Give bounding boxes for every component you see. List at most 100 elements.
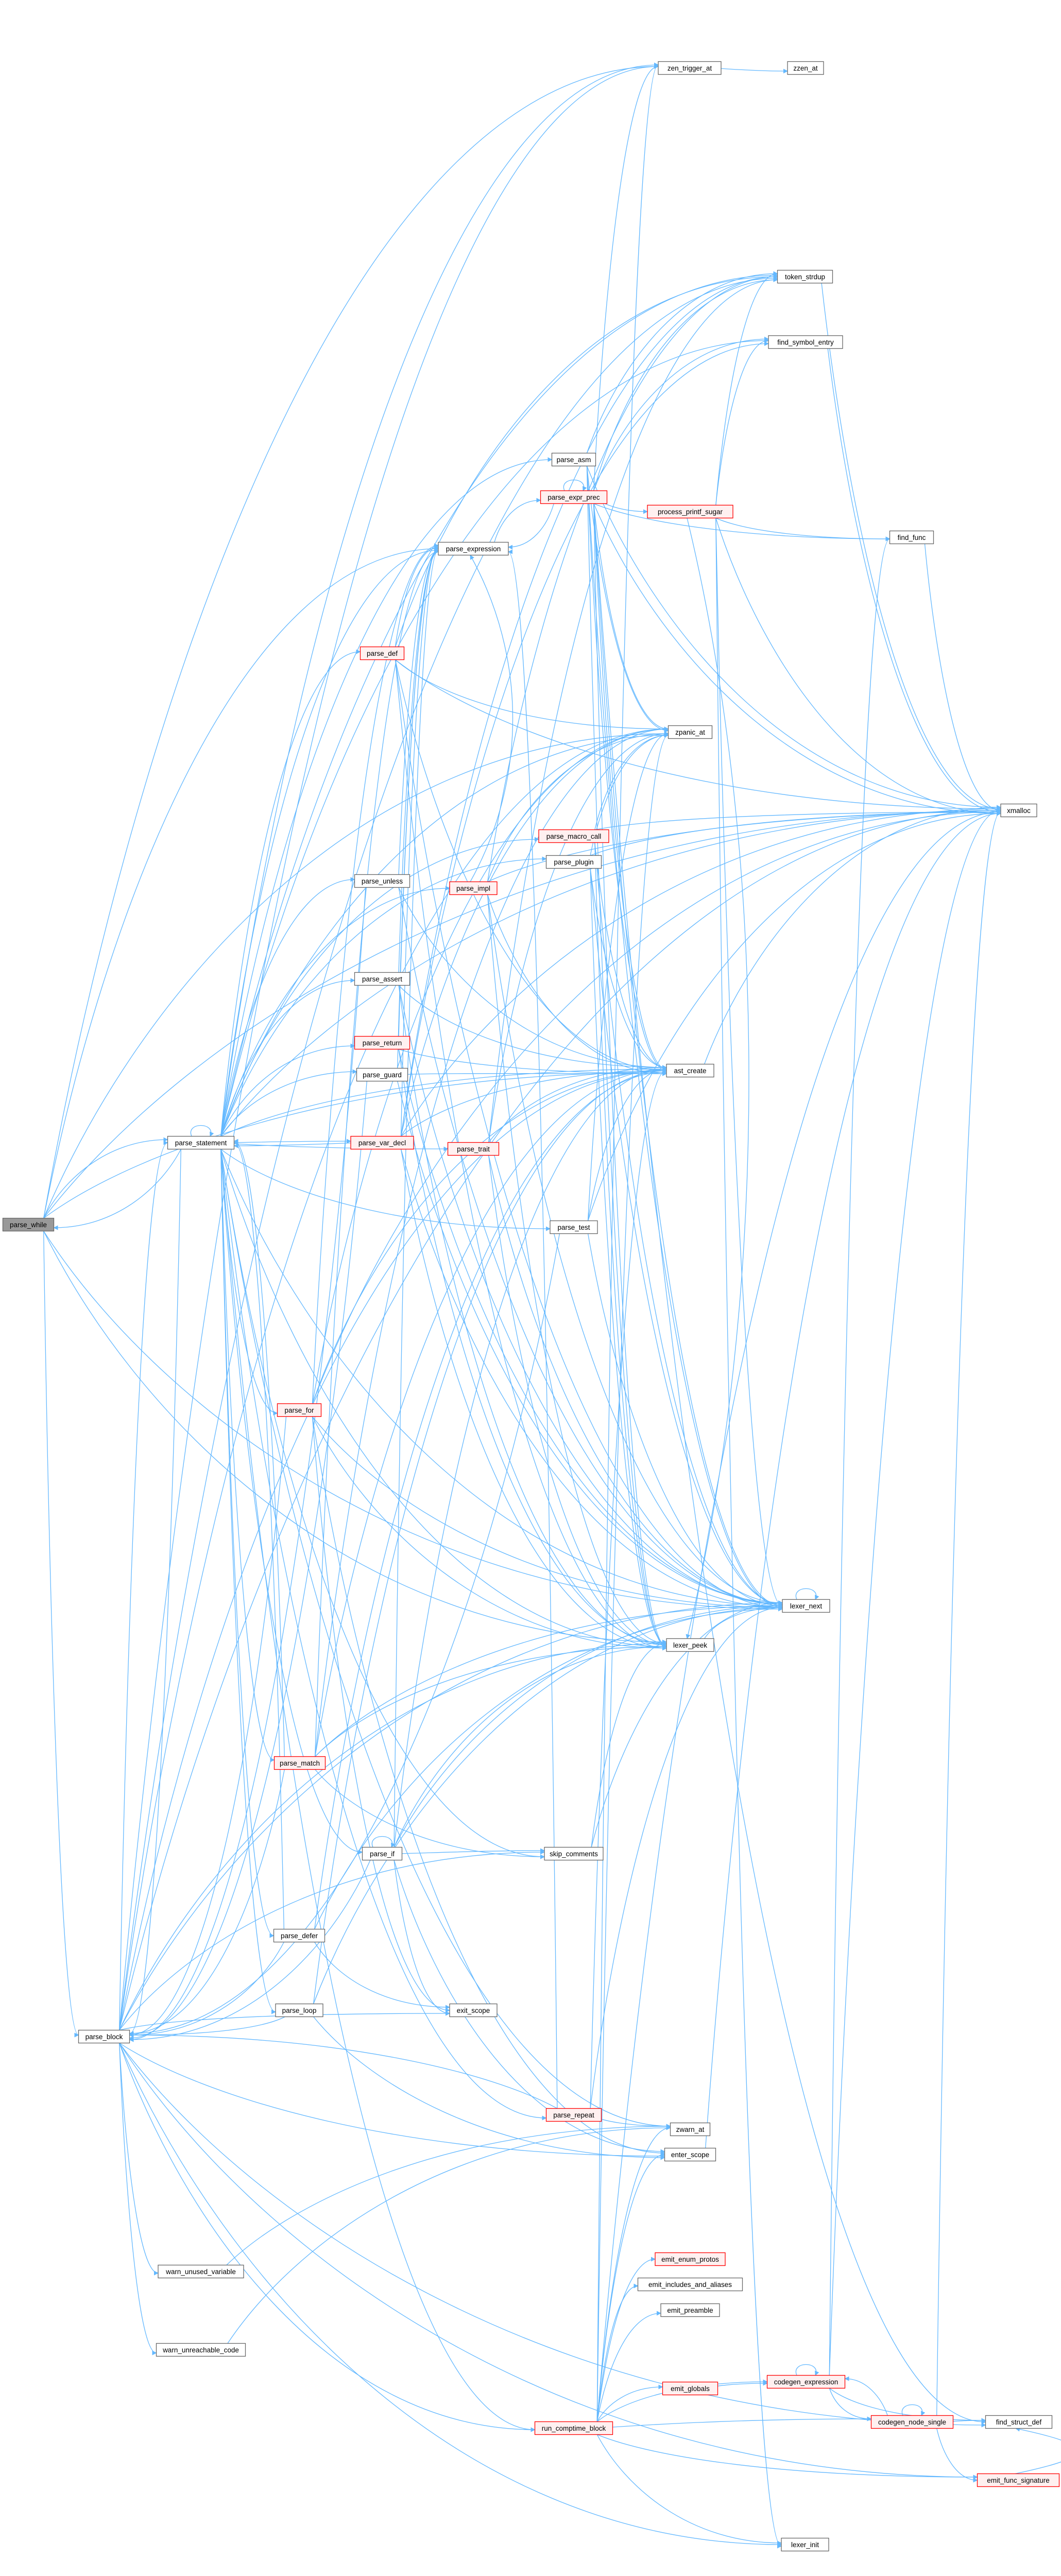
edge-layer <box>43 62 1061 2549</box>
edge-codegen-node-single-to-emit-func-signature <box>936 2428 978 2483</box>
node-lexer-next[interactable]: lexer_next <box>782 1599 830 1613</box>
node-codegen-node-single[interactable]: codegen_node_single <box>870 2415 954 2429</box>
edge-process-printf-sugar-to-lexer-next <box>715 518 783 1608</box>
edge-parse-if-to-parse-expression <box>393 548 439 1848</box>
edge-parse-for-to-ast-create <box>312 1068 667 1404</box>
node-parse-defer[interactable]: parse_defer <box>273 1928 326 1943</box>
edge-parse-block-to-warn-unreachable-code <box>119 2043 157 2355</box>
node-box <box>273 1756 326 1770</box>
node-label: parse_repeat <box>553 2111 594 2119</box>
edge-parse-trait-to-ast-create <box>488 1065 667 1143</box>
edge-parse-test-to-parse-block <box>129 1233 560 2036</box>
node-parse-block[interactable]: parse_block <box>78 2029 130 2044</box>
node-parse-while[interactable]: parse_while <box>2 1217 55 1232</box>
edge-parse-loop-to-ast-create <box>313 1068 667 2004</box>
node-parse-match[interactable]: parse_match <box>273 1756 326 1770</box>
node-codegen-expression[interactable]: codegen_expression <box>766 2375 846 2389</box>
node-zpanic-at[interactable]: zpanic_at <box>668 725 713 739</box>
node-parse-assert[interactable]: parse_assert <box>354 972 410 986</box>
node-process-printf-sugar[interactable]: process_printf_sugar <box>647 504 733 519</box>
node-box <box>538 829 609 843</box>
node-label: emit_preamble <box>667 2307 713 2314</box>
edge-parse-defer-to-ast-create <box>314 1070 667 1929</box>
node-find-func[interactable]: find_func <box>889 530 934 545</box>
node-parse-def[interactable]: parse_def <box>360 646 405 660</box>
edge-process-printf-sugar-to-find-symbol-entry <box>715 338 769 505</box>
edge-parse-macro-call-to-lexer-peek <box>594 842 667 1648</box>
node-run-comptime-block[interactable]: run_comptime_block <box>534 2421 613 2435</box>
node-emit-globals[interactable]: emit_globals <box>662 2381 718 2396</box>
node-parse-for[interactable]: parse_for <box>277 1403 322 1417</box>
node-parse-if[interactable]: parse_if <box>362 1846 403 1861</box>
node-lexer-init[interactable]: lexer_init <box>781 2537 829 2552</box>
node-find-symbol-entry[interactable]: find_symbol_entry <box>768 335 843 349</box>
edge-warn-unreachable-code-to-zwarn-at <box>227 2125 671 2344</box>
node-box <box>655 2252 726 2266</box>
node-find-struct-def[interactable]: find_struct_def <box>985 2415 1053 2429</box>
node-enter-scope[interactable]: enter_scope <box>664 2147 716 2162</box>
node-exit-scope[interactable]: exit_scope <box>449 2003 498 2018</box>
node-emit-preamble[interactable]: emit_preamble <box>660 2303 720 2317</box>
node-parse-expr-prec[interactable]: parse_expr_prec <box>540 490 608 504</box>
edge-parse-plugin-to-ast-create <box>590 868 667 1070</box>
node-parse-asm[interactable]: parse_asm <box>551 452 596 467</box>
node-label: parse_if <box>370 1850 395 1858</box>
node-box <box>977 2473 1060 2487</box>
edge-parse-if-to-parse-if <box>371 1836 396 1848</box>
node-parse-impl[interactable]: parse_impl <box>449 881 498 895</box>
edge-parse-impl-to-lexer-next <box>487 894 783 1605</box>
node-label: parse_test <box>557 1224 590 1231</box>
edge-parse-block-to-enter-scope <box>119 2042 665 2159</box>
node-box <box>787 61 824 75</box>
node-parse-guard[interactable]: parse_guard <box>356 1067 408 1082</box>
node-zwarn-at[interactable]: zwarn_at <box>670 2122 711 2137</box>
node-box <box>870 2415 954 2429</box>
edge-parse-def-to-ast-create <box>395 659 667 1073</box>
node-skip-comments[interactable]: skip_comments <box>544 1846 604 1861</box>
edge-parse-impl-to-lexer-peek <box>487 894 667 1646</box>
node-emit-func-signature[interactable]: emit_func_signature <box>977 2473 1060 2487</box>
node-ast-create[interactable]: ast_create <box>666 1063 714 1078</box>
edge-parse-impl-to-zpanic-at <box>487 731 669 882</box>
edge-parse-statement-to-parse-asm <box>220 457 553 1137</box>
edge-parse-defer-to-lexer-next <box>314 1606 783 1929</box>
node-label: parse_guard <box>363 1071 402 1079</box>
edge-parse-statement-to-parse-unless <box>220 877 355 1137</box>
node-parse-trait[interactable]: parse_trait <box>447 1142 500 1156</box>
edge-parse-macro-call-to-zpanic-at <box>594 733 669 830</box>
edge-parse-guard-to-lexer-next <box>397 1081 783 1605</box>
node-emit-enum-protos[interactable]: emit_enum_protos <box>655 2252 726 2266</box>
node-label: parse_asm <box>557 456 591 464</box>
edge-parse-asm-to-zpanic-at <box>586 466 669 733</box>
node-parse-plugin[interactable]: parse_plugin <box>545 855 602 869</box>
edge-parse-test-to-lexer-next <box>587 1233 783 1608</box>
edge-parse-block-to-exit-scope <box>119 2011 450 2031</box>
node-parse-expression[interactable]: parse_expression <box>438 541 509 556</box>
node-parse-return[interactable]: parse_return <box>354 1036 410 1050</box>
edge-parse-guard-to-parse-expression <box>397 546 439 1069</box>
node-parse-test[interactable]: parse_test <box>550 1220 598 1234</box>
node-zzen-at[interactable]: zzen_at <box>787 61 824 75</box>
node-lexer-peek[interactable]: lexer_peek <box>666 1638 714 1652</box>
node-xmalloc[interactable]: xmalloc <box>1000 803 1037 818</box>
edge-parse-for-to-parse-block <box>129 1416 287 2038</box>
node-parse-loop[interactable]: parse_loop <box>275 2003 323 2018</box>
node-parse-unless[interactable]: parse_unless <box>354 874 410 888</box>
node-warn-unused-variable[interactable]: warn_unused_variable <box>158 2264 244 2279</box>
node-warn-unreachable-code[interactable]: warn_unreachable_code <box>156 2343 246 2357</box>
node-box <box>277 1403 322 1417</box>
node-token-strdup[interactable]: token_strdup <box>777 269 833 284</box>
node-label: find_symbol_entry <box>777 338 834 346</box>
node-parse-var-decl[interactable]: parse_var_decl <box>350 1136 414 1150</box>
edge-parse-if-to-enter-scope <box>393 1860 665 2154</box>
node-parse-macro-call[interactable]: parse_macro_call <box>538 829 609 843</box>
edge-parse-assert-to-ast-create <box>398 985 667 1070</box>
node-zen-trigger-at[interactable]: zen_trigger_at <box>658 61 722 75</box>
node-parse-statement[interactable]: parse_statement <box>167 1136 235 1150</box>
node-parse-repeat[interactable]: parse_repeat <box>545 2108 602 2122</box>
node-box <box>449 881 498 895</box>
edge-parse-if-to-lexer-next <box>393 1603 783 1848</box>
node-box <box>350 1136 414 1150</box>
node-box <box>658 61 722 75</box>
node-emit-includes-and-aliases[interactable]: emit_includes_and_aliases <box>637 2277 743 2292</box>
